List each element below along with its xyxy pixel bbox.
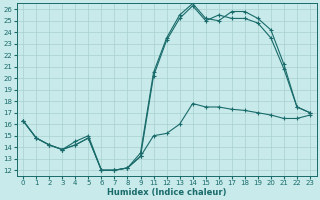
- X-axis label: Humidex (Indice chaleur): Humidex (Indice chaleur): [107, 188, 226, 197]
